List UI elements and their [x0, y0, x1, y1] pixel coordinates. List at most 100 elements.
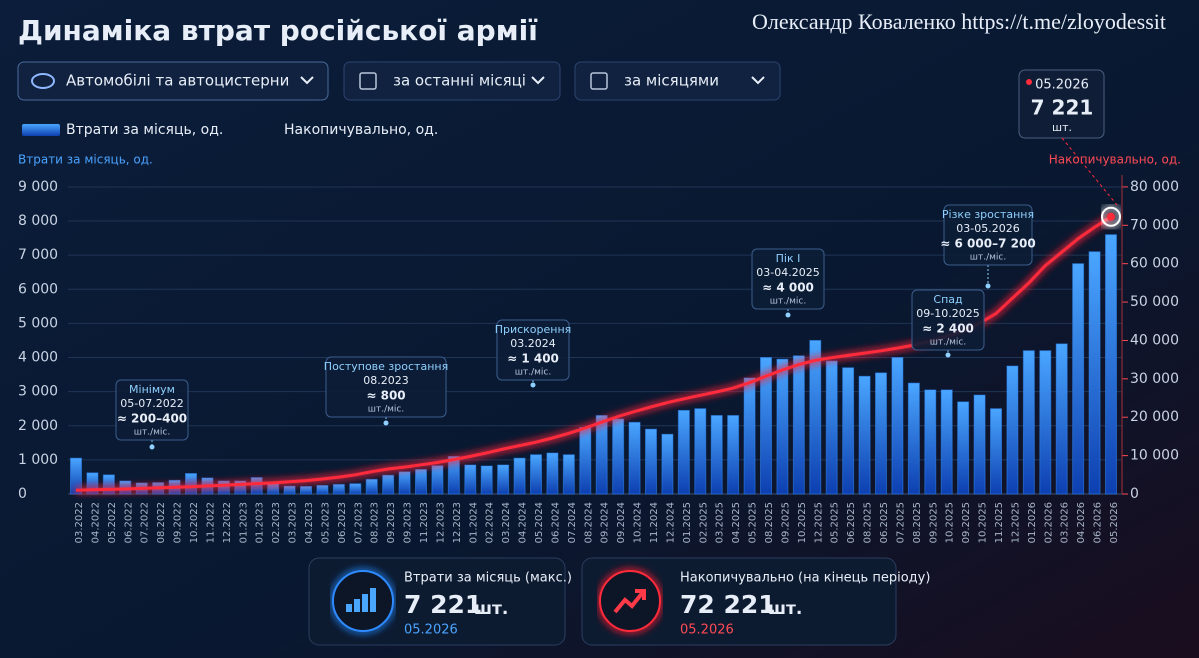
- annotation-unit: шт./міс.: [134, 428, 170, 438]
- x-tick-label: 10.2025: [945, 502, 956, 543]
- x-tick-label: 12.2022: [222, 502, 233, 543]
- filter[interactable]: за останні місяці: [343, 61, 561, 101]
- annotation-title: Різке зростання: [942, 208, 1034, 221]
- bar: [300, 485, 312, 495]
- card-value: 7 221: [404, 590, 482, 619]
- x-tick-label: 06.2025: [846, 502, 857, 543]
- bar: [546, 452, 559, 495]
- x-tick-label: 11.2025: [994, 502, 1005, 543]
- x-tick-label: 09.2023: [386, 502, 397, 543]
- annotation-dot: [945, 352, 951, 358]
- y-tick-label: 5 000: [18, 315, 58, 331]
- bar: [612, 418, 625, 495]
- icon-bar: [346, 604, 352, 612]
- card-period: 05.2026: [680, 623, 734, 638]
- x-tick-label: 02.2026: [1043, 502, 1054, 543]
- bar: [595, 415, 608, 495]
- annotation-box: [496, 319, 570, 381]
- dropdown-label[interactable]: за місяцями: [624, 72, 719, 90]
- x-tick-label: 04.2023: [304, 502, 315, 543]
- bar: [1006, 365, 1019, 495]
- annotation-box: [751, 248, 825, 310]
- bar: [185, 473, 197, 495]
- bar: [513, 457, 526, 495]
- x-tick-label: 02.2025: [698, 502, 709, 543]
- annotation-unit: шт./міс.: [515, 368, 551, 378]
- filter[interactable]: Автомобілі та автоцистерни: [17, 61, 329, 101]
- y-tick-label: 7 000: [18, 247, 58, 263]
- bar: [530, 454, 542, 495]
- bar: [234, 480, 247, 495]
- x-tick-label: 07.2023: [353, 502, 364, 543]
- annotation-period: 03-04.2025: [756, 266, 819, 279]
- bar: [349, 483, 362, 495]
- bar: [743, 377, 756, 495]
- annotation-box: [115, 379, 189, 441]
- bar: [760, 357, 772, 495]
- y-axis-title: Втрати за місяць, од.: [18, 153, 153, 167]
- legend-label: Втрати за місяць, од.: [66, 122, 223, 138]
- x-tick-label: 12.2023: [435, 502, 446, 543]
- x-tick-label: 05.2024: [534, 502, 545, 543]
- dropdown[interactable]: [574, 61, 781, 101]
- x-tick-label: 09.2025: [961, 502, 972, 543]
- annotation-box: [911, 289, 985, 351]
- y-tick-label: 3 000: [18, 384, 58, 400]
- bar: [217, 480, 230, 495]
- bar: [776, 358, 789, 495]
- y2-tick-label: 40 000: [1130, 332, 1179, 348]
- y-tick-label: 1 000: [18, 452, 58, 468]
- annotation-dot: [383, 420, 389, 426]
- x-tick-label: 08.2024: [583, 502, 594, 543]
- calendar-icon: [590, 72, 608, 90]
- end-marker: [1107, 212, 1115, 221]
- bar: [710, 415, 723, 495]
- dropdown-label[interactable]: Автомобілі та автоцистерни: [66, 72, 289, 90]
- bar: [283, 485, 296, 495]
- x-tick-label: 03.2024: [501, 502, 512, 543]
- dropdown-label[interactable]: за останні місяці: [393, 72, 526, 90]
- icon-bar: [362, 594, 368, 612]
- x-tick-label: 01.2023: [255, 502, 266, 543]
- chevron: [300, 76, 314, 85]
- bar: [990, 408, 1002, 495]
- end-marker-ring: [1101, 206, 1121, 227]
- legend-swatch: [22, 124, 60, 136]
- bar: [875, 372, 887, 495]
- x-tick-label: 10.2025: [978, 502, 989, 543]
- x-tick-label: 08.2025: [764, 502, 775, 543]
- bar: [858, 375, 871, 495]
- x-tick-label: 08.2025: [863, 502, 874, 543]
- car-icon: [31, 73, 55, 89]
- bar: [562, 454, 575, 495]
- annotation-unit: шт./міс.: [770, 297, 806, 307]
- bar: [579, 426, 592, 495]
- x-tick-label: 03.2025: [715, 502, 726, 543]
- dropdown[interactable]: [17, 61, 329, 101]
- x-tick-label: 10.2022: [189, 502, 200, 543]
- annotation-period: 09-10.2025: [916, 307, 979, 320]
- tooltip-unit: шт.: [1052, 121, 1072, 134]
- filter[interactable]: за місяцями: [574, 61, 781, 101]
- annotation-title: Прискорення: [495, 323, 572, 336]
- calendar-icon: [359, 72, 377, 90]
- title: Динаміка втрат російської армії: [18, 14, 538, 47]
- annotation-period: 03.2024: [510, 337, 556, 350]
- bar: [86, 472, 99, 495]
- bar: [497, 464, 510, 495]
- x-tick-label: 09.2024: [616, 502, 627, 543]
- x-tick-label: 09.2022: [173, 502, 184, 543]
- x-tick-label: 04.2025: [731, 502, 742, 543]
- chevron: [531, 76, 545, 85]
- x-tick-label: 10.2025: [797, 502, 808, 543]
- x-tick-label: 11.2023: [419, 502, 430, 543]
- x-tick-label: 09.2024: [600, 502, 611, 543]
- x-tick-label: 05.2023: [320, 502, 331, 543]
- x-tick-label: 02.2024: [485, 502, 496, 543]
- dropdown[interactable]: [343, 61, 561, 101]
- bar: [677, 409, 690, 495]
- tooltip-value: 7 221: [1031, 96, 1094, 120]
